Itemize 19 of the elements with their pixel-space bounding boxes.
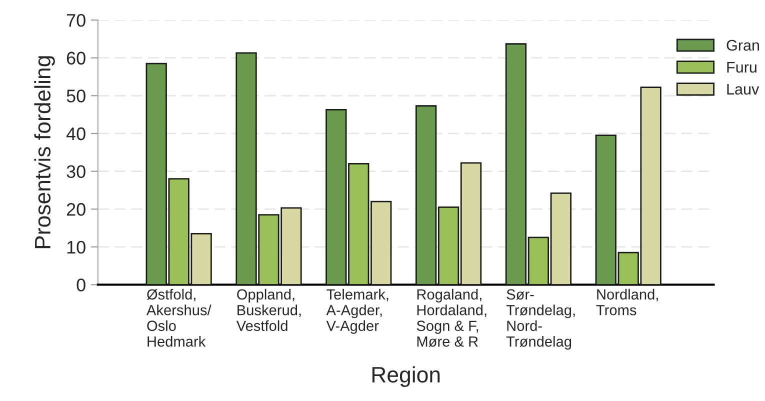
x-tick-label: Rogaland, Hordaland, Sogn & F, Møre & R [416, 288, 486, 347]
legend-label: Lauv [727, 84, 760, 95]
x-tick-label: Telemark, A-Agder, V-Agder [326, 288, 388, 334]
y-tick-label: 60 [66, 52, 86, 65]
x-tick-label: Nordland, Troms [596, 288, 658, 316]
y-tick-label: 30 [66, 165, 86, 178]
legend-label: Furu [727, 62, 756, 73]
y-tick-label: 10 [67, 240, 86, 254]
legend-label: Gran [726, 40, 759, 51]
y-tick-label: 50 [66, 90, 86, 102]
y-axis-title: Prosentvis fordeling [34, 56, 55, 248]
x-tick-label: Sør- Trøndelag, Nord- Trøndelag [506, 289, 575, 350]
x-axis-title: Region [372, 366, 440, 387]
x-tick-label: Oppland, Buskerud, Vestfold [236, 288, 301, 332]
y-tick-label: 40 [66, 127, 86, 140]
y-tick-label: 0 [76, 278, 86, 292]
x-tick-label: Østfold, Akershus/ Oslo Hedmark [146, 288, 212, 347]
y-tick-label: 70 [66, 14, 86, 27]
y-tick-label: 20 [66, 203, 86, 216]
